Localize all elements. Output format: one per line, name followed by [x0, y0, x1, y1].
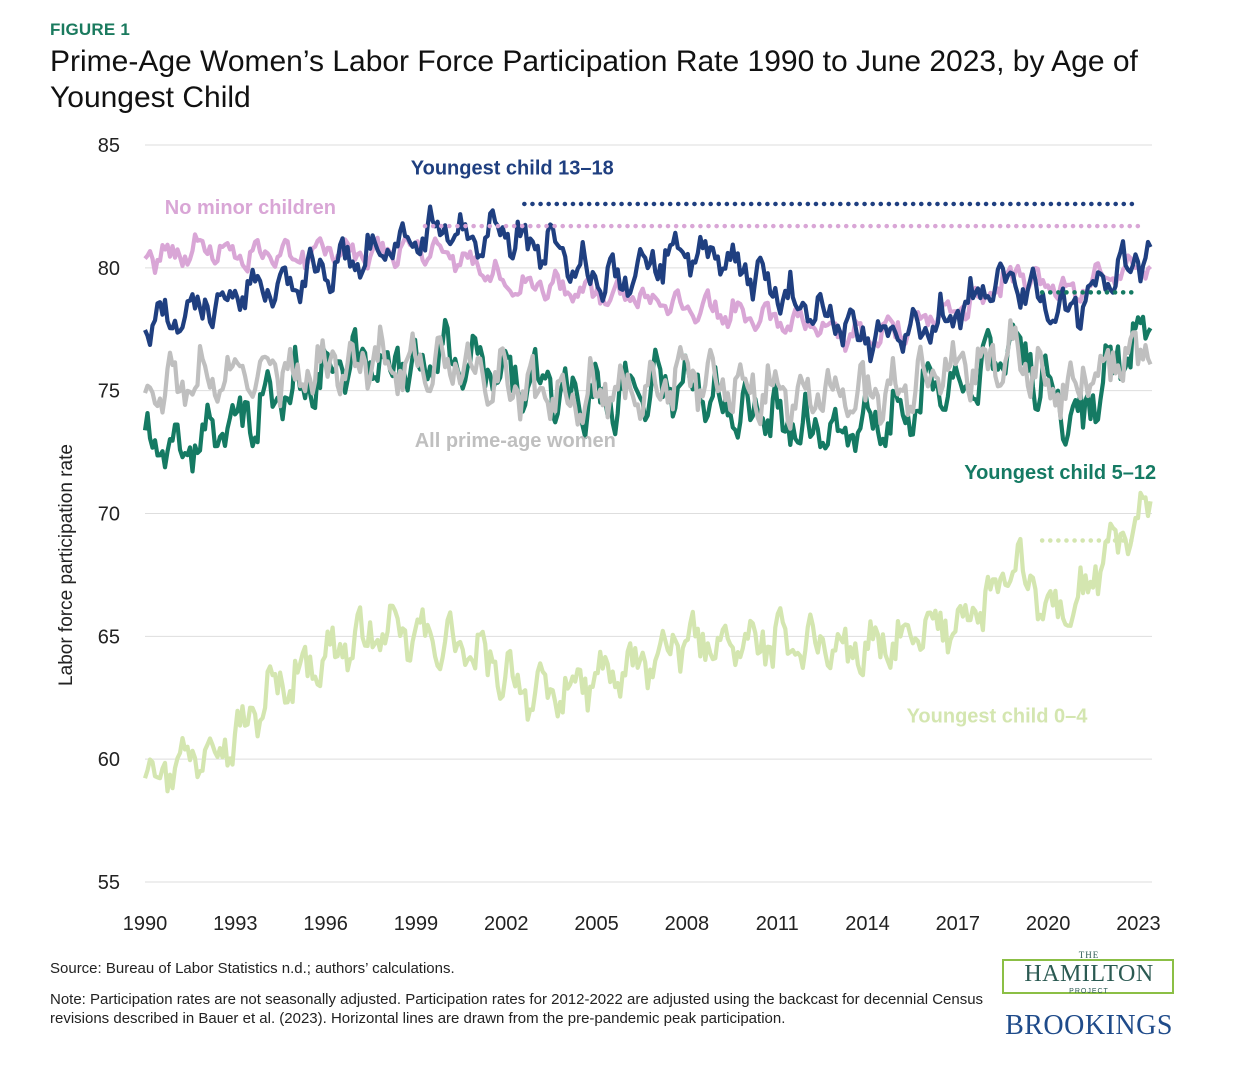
x-tick-label: 1999: [394, 913, 439, 935]
grid-lines: [145, 144, 1152, 883]
hamilton-project-logo: THE HAMILTON PROJECT: [1002, 950, 1176, 998]
y-axis-label: Labor force participation rate: [56, 444, 77, 686]
x-tick-label: 1993: [213, 913, 258, 935]
y-tick-label: 80: [98, 258, 120, 280]
series-annotation: Youngest child 13–18: [411, 157, 614, 179]
x-tick-label: 2008: [665, 913, 710, 935]
source-note: Source: Bureau of Labor Statistics n.d.;…: [50, 960, 455, 977]
series-line: [143, 232, 1152, 353]
y-tick-label: 60: [98, 749, 120, 771]
footnote: Note: Participation rates are not season…: [50, 991, 984, 1027]
series-annotation: All prime-age women: [415, 430, 616, 452]
x-tick-label: 2020: [1026, 913, 1071, 935]
brookings-logo: BROOKINGS: [1005, 1010, 1173, 1041]
series-annotation: No minor children: [165, 197, 336, 219]
hamilton-logo-frame: [1002, 959, 1174, 994]
line-chart: 55 60 65 70 75 80 85 1990 1993 1996 1999 2002 2005 2…: [56, 135, 1161, 935]
y-tick-label: 55: [98, 872, 120, 894]
series-lines: [142, 204, 1153, 794]
x-tick-label: 2002: [484, 913, 529, 935]
series-annotation: Youngest child 0–4: [907, 705, 1089, 727]
x-tick-label: 1996: [303, 913, 348, 935]
x-tick-label: 2017: [936, 913, 981, 935]
figure-label: FIGURE 1: [50, 20, 131, 39]
x-tick-label: 2005: [574, 913, 619, 935]
peak-lines: [422, 201, 1141, 543]
series-line: [142, 490, 1153, 794]
series-line: [143, 204, 1153, 364]
x-tick-label: 2014: [845, 913, 890, 935]
y-tick-label: 70: [98, 504, 120, 526]
hamilton-name: HAMILTON: [1024, 961, 1154, 987]
hamilton-project: PROJECT: [1069, 988, 1109, 995]
y-tick-label: 75: [98, 381, 120, 403]
series-line: [143, 318, 1153, 431]
y-tick-label: 65: [98, 626, 120, 648]
y-axis-ticks: 55 60 65 70 75 80 85: [98, 135, 120, 894]
series-annotation: Youngest child 5–12: [964, 462, 1156, 484]
chart-title: Prime-Age Women’s Labor Force Participat…: [50, 45, 1138, 114]
x-tick-label: 1990: [123, 913, 168, 935]
hamilton-the: THE: [1078, 950, 1100, 960]
series-annotations: Youngest child 13–18 No minor children All…: [165, 157, 1156, 727]
series-line: [142, 314, 1153, 474]
x-tick-label: 2023: [1116, 913, 1161, 935]
x-axis-ticks: 1990 1993 1996 1999 2002 2005 2008 2011 2014 2017…: [123, 913, 1161, 935]
x-tick-label: 2011: [756, 913, 799, 935]
y-tick-label: 85: [98, 135, 120, 157]
